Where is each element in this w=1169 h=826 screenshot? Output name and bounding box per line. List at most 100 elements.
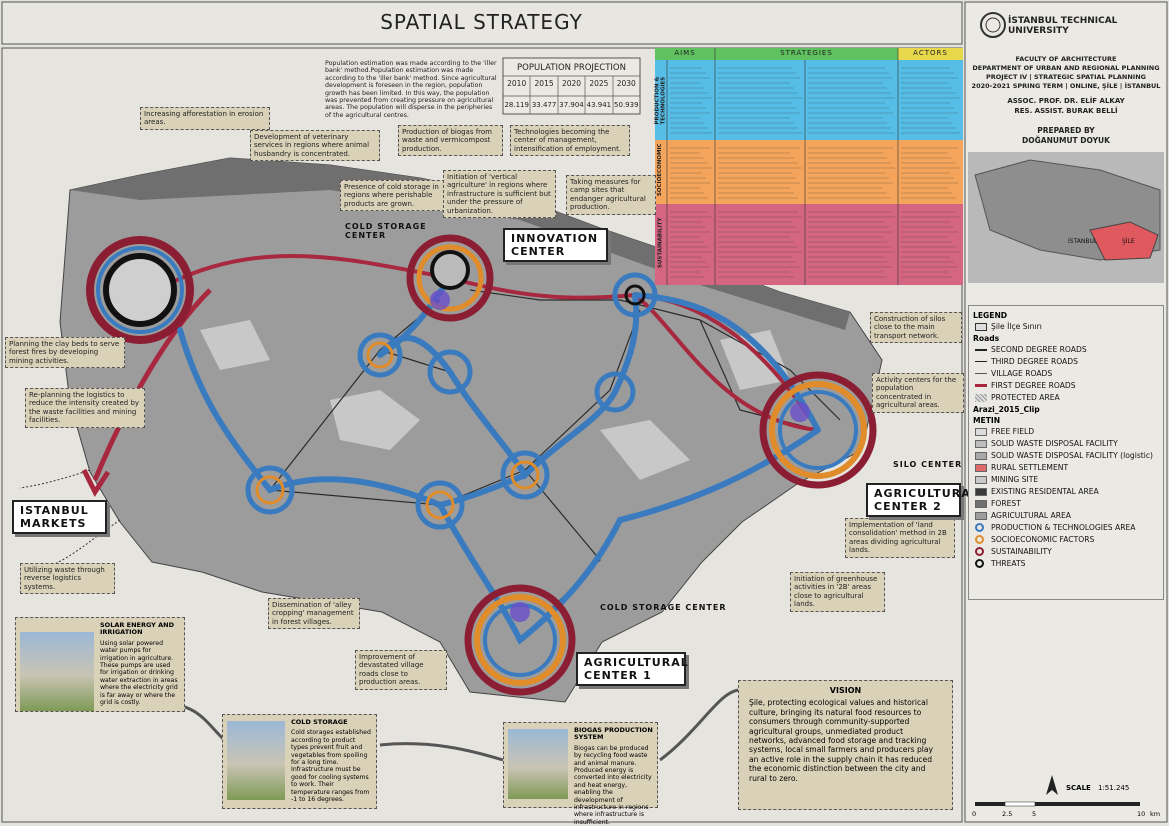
- production-ring: [500, 450, 550, 500]
- legend-swatch: [975, 512, 987, 520]
- matrix-rule: [666, 48, 899, 285]
- legend-item: PROTECTED AREA: [973, 392, 1159, 404]
- legend-swatch: [975, 384, 987, 387]
- matrix-row: [655, 204, 963, 285]
- north-arrow: [1046, 775, 1058, 795]
- legend-swatch: [975, 488, 987, 496]
- photo: [508, 729, 568, 799]
- title-bar: [1, 1, 963, 45]
- legend-swatch: [975, 394, 987, 402]
- annotation: Production of biogas from waste and verm…: [398, 125, 503, 157]
- info-text: Using solar powered water pumps for irri…: [100, 639, 178, 707]
- matrix-header: [655, 48, 715, 60]
- population-cell: 28.119: [504, 101, 529, 109]
- annotation: Utilizing waste through reverse logistic…: [20, 563, 115, 595]
- center-label: SILO CENTER: [893, 460, 963, 469]
- sustainability-ring: [464, 584, 576, 696]
- info-box: COLD STORAGE Cold storages established ac…: [222, 714, 377, 809]
- year-cell: 2010: [507, 79, 527, 88]
- university-seal: [985, 17, 1001, 33]
- legend-heading: Roads: [973, 334, 1000, 343]
- year-cell: 2025: [589, 79, 609, 88]
- author: DOĞANUMUT DOYUK: [1022, 136, 1110, 145]
- table-title: POPULATION PROJECTION: [517, 63, 626, 73]
- legend: LEGEND Şile İlçe Sınırı Roads SECOND DEGREE…: [968, 305, 1164, 600]
- legend-item: SOLID WASTE DISPOSAL FACILITY (logistic): [973, 450, 1159, 462]
- small-rings: [245, 332, 636, 530]
- info-text: Cold storages established according to p…: [291, 729, 371, 804]
- minimap-label: İSTANBUL: [1068, 238, 1098, 245]
- minimap-label: ŞİLE: [1122, 238, 1135, 245]
- socioeconomic-ring: [510, 460, 540, 490]
- matrix-header: ACTORS: [913, 49, 948, 57]
- population-cell: 43.941: [586, 101, 612, 109]
- legend-swatch: [975, 373, 987, 374]
- facility: [790, 402, 810, 422]
- title: SPATIAL STRATEGY: [380, 10, 583, 34]
- legend-swatch: [975, 535, 984, 544]
- production-ring: [415, 480, 465, 530]
- center-label: ISTANBUL MARKETS: [12, 500, 107, 534]
- institution-line: 2020-2021 SPRING TERM | ONLINE, ŞİLE | İ…: [971, 82, 1161, 90]
- legend-item: THREATS: [973, 558, 1159, 570]
- threat-ring: [103, 253, 177, 327]
- legend-heading: METIN: [973, 416, 1001, 425]
- legend-item: FIRST DEGREE ROADS: [973, 380, 1159, 392]
- legend-item: THIRD DEGREE ROADS: [973, 356, 1159, 368]
- info-title: SOLAR ENERGY AND IRRIGATION: [100, 621, 175, 637]
- scale-ratio: 1:51.245: [1098, 784, 1130, 792]
- center-label: AGRICULTURAL CENTER 2: [866, 483, 978, 517]
- center-label: COLD STORAGE CENTER: [345, 222, 427, 240]
- annotation: Activity centers for the population conc…: [872, 373, 964, 413]
- annotation: Re-planning the logistics to reduce the …: [25, 388, 145, 428]
- advisor: RES. ASSIST. BURAK BELLİ: [1014, 107, 1118, 115]
- population-intro: Population estimation was made according…: [325, 60, 497, 119]
- annotation: Initiation of greenhouse activities in '…: [790, 572, 885, 612]
- threat-ring: [430, 250, 470, 290]
- matrix-header: STRATEGIES: [780, 49, 833, 57]
- legend-swatch: [975, 547, 984, 556]
- legend-item: FREE FIELD: [973, 426, 1159, 438]
- free-field: [200, 320, 790, 480]
- population-cell: 50.939: [614, 101, 639, 109]
- table-rule: [503, 75, 640, 114]
- annotation: Construction of silos close to the main …: [870, 312, 962, 344]
- socioeconomic-ring: [474, 594, 566, 686]
- legend-swatch: [975, 323, 987, 331]
- legend-swatch: [975, 361, 987, 362]
- legend-swatch: [975, 452, 987, 460]
- production-ring: [357, 332, 403, 378]
- annotation: Initiation of 'vertical agriculture' in …: [443, 170, 556, 219]
- info-title: COLD STORAGE: [291, 718, 348, 726]
- socioeconomic-ring: [255, 475, 285, 505]
- advisor: ASSOC. PROF. DR. ELİF ALKAY: [1007, 97, 1125, 105]
- legend-item: AGRICULTURAL AREA: [973, 510, 1159, 522]
- annotation: Development of veterinary services in re…: [250, 130, 380, 162]
- annotation: Presence of cold storage in regions wher…: [340, 180, 445, 212]
- scale-tick-label: 5: [1032, 810, 1037, 818]
- annotation: Increasing afforestation in erosion area…: [140, 107, 270, 130]
- legend-swatch: [975, 349, 987, 351]
- institution-line: PROJECT IV | STRATEGIC SPATIAL PLANNING: [986, 73, 1146, 81]
- year-cell: 2015: [534, 79, 554, 88]
- matrix-header: [715, 48, 898, 60]
- production-ring: [245, 465, 295, 515]
- legend-item: RURAL SETTLEMENT: [973, 462, 1159, 474]
- matrix-row-label: PRODUCTION & TECHNOLOGIES: [654, 76, 666, 125]
- market-arrow: [92, 288, 212, 481]
- annotation: Planning the clay beds to serve forest f…: [5, 337, 125, 369]
- production-ring: [778, 390, 858, 470]
- info-box: BIOGAS PRODUCTION SYSTEM Biogas can be pr…: [503, 722, 658, 826]
- legend-item: VILLAGE ROADS: [973, 368, 1159, 380]
- legend-swatch: [975, 476, 987, 484]
- population-table: [502, 57, 641, 115]
- strategy-matrix: [655, 48, 963, 285]
- university-seal: [980, 12, 1006, 38]
- vision-box: VISION Şile, protecting ecological values…: [738, 680, 953, 810]
- sile-region: [1089, 221, 1159, 261]
- legend-item: EXISTING RESIDENTAL AREA: [973, 486, 1159, 498]
- photo: [20, 632, 94, 711]
- scale-label: SCALE: [1066, 784, 1091, 792]
- market-arrow-head: [81, 468, 111, 498]
